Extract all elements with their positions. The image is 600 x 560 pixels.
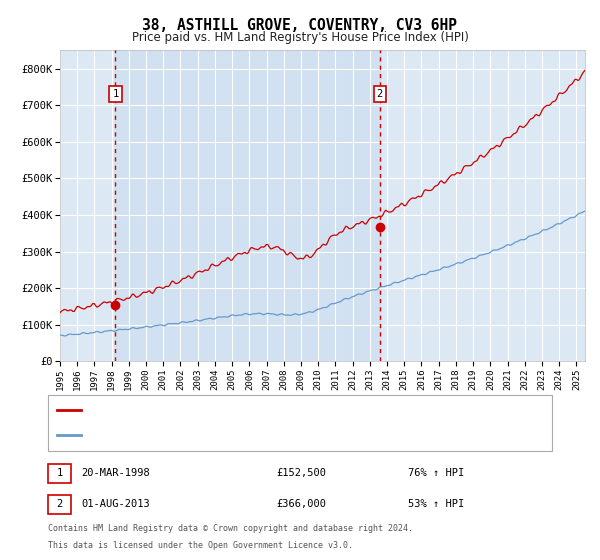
Text: 2: 2 — [56, 499, 62, 509]
Text: 2: 2 — [377, 89, 383, 99]
Text: 1: 1 — [112, 89, 119, 99]
Text: Contains HM Land Registry data © Crown copyright and database right 2024.: Contains HM Land Registry data © Crown c… — [48, 524, 413, 533]
Text: 53% ↑ HPI: 53% ↑ HPI — [408, 499, 464, 509]
Bar — [115, 50, 380, 361]
Text: £152,500: £152,500 — [276, 468, 326, 478]
Text: 20-MAR-1998: 20-MAR-1998 — [81, 468, 150, 478]
Text: 38, ASTHILL GROVE, COVENTRY, CV3 6HP (detached house): 38, ASTHILL GROVE, COVENTRY, CV3 6HP (de… — [86, 405, 404, 416]
Text: 1: 1 — [56, 468, 62, 478]
Text: This data is licensed under the Open Government Licence v3.0.: This data is licensed under the Open Gov… — [48, 541, 353, 550]
Text: 01-AUG-2013: 01-AUG-2013 — [81, 499, 150, 509]
Text: 76% ↑ HPI: 76% ↑ HPI — [408, 468, 464, 478]
Text: HPI: Average price, detached house, Coventry: HPI: Average price, detached house, Cove… — [86, 430, 350, 440]
Text: Price paid vs. HM Land Registry's House Price Index (HPI): Price paid vs. HM Land Registry's House … — [131, 31, 469, 44]
Text: 38, ASTHILL GROVE, COVENTRY, CV3 6HP: 38, ASTHILL GROVE, COVENTRY, CV3 6HP — [143, 18, 458, 34]
Text: £366,000: £366,000 — [276, 499, 326, 509]
